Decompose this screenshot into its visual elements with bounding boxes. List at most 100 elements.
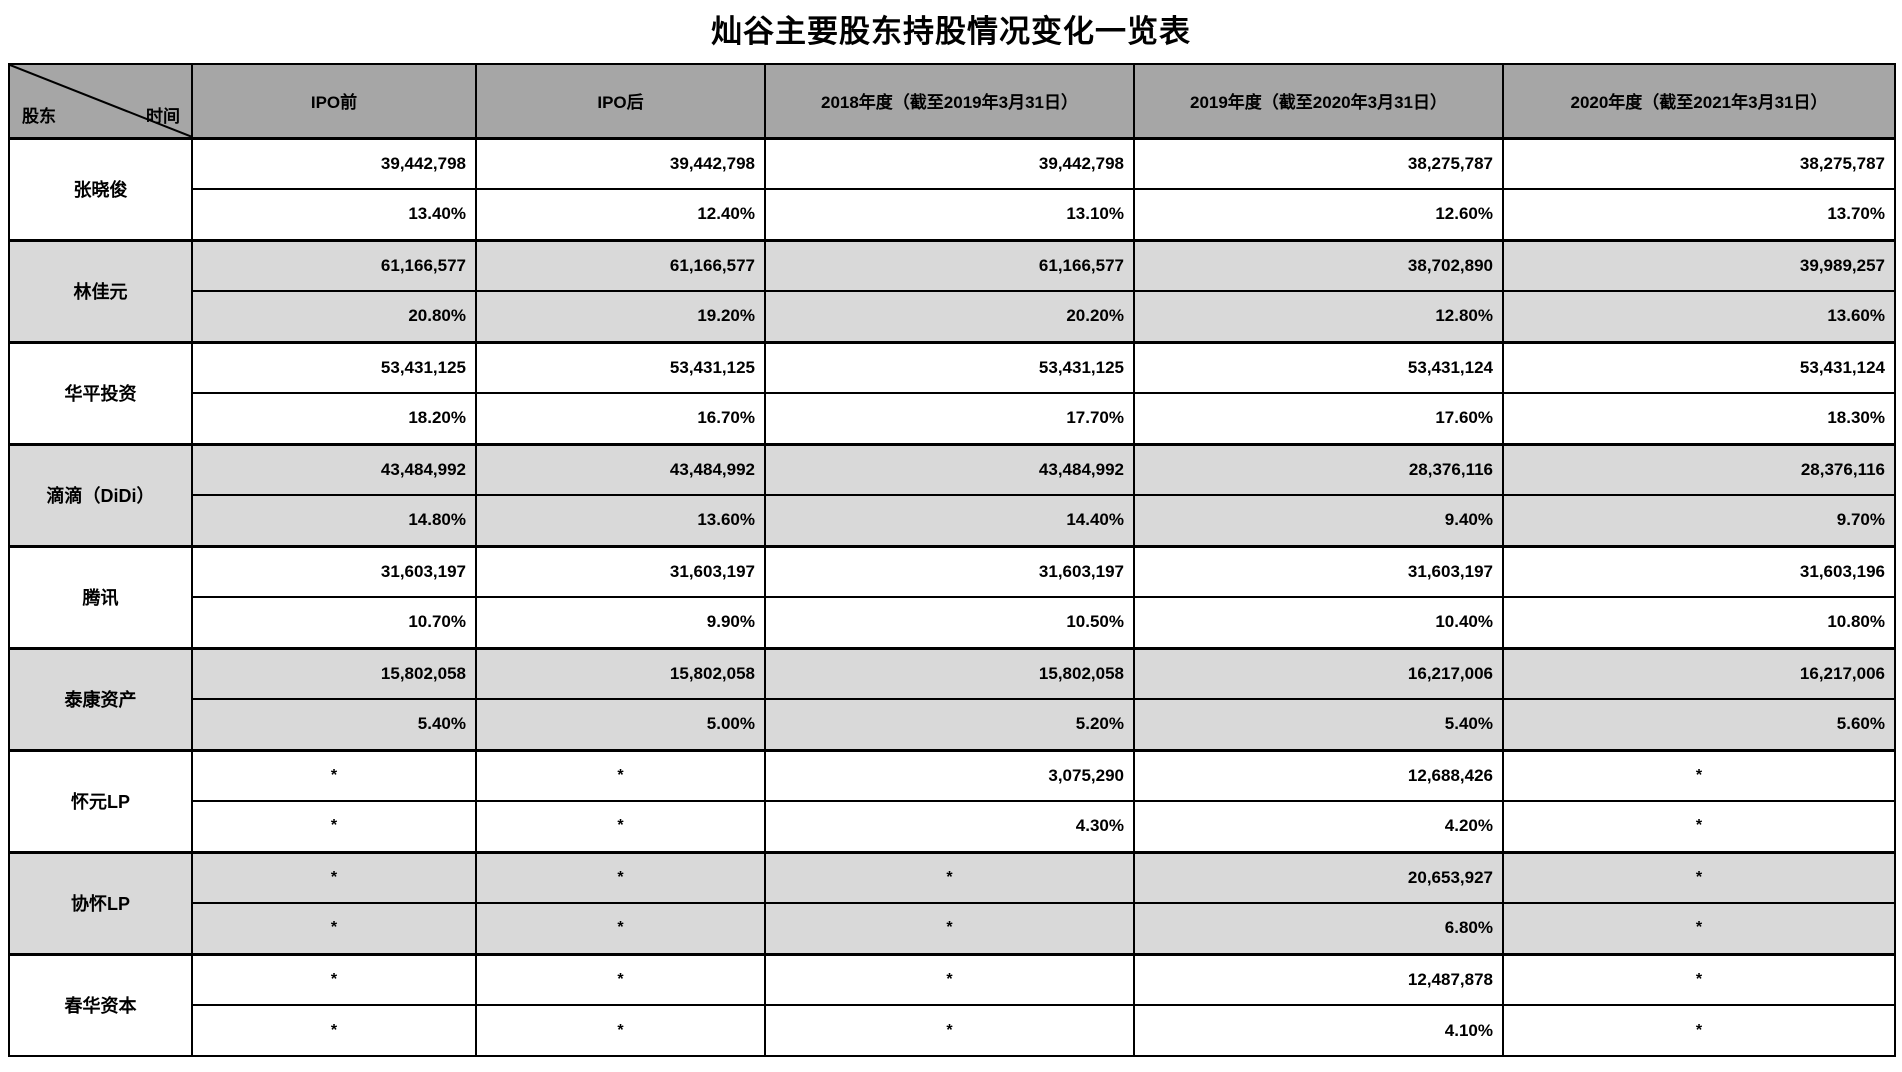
shareholder-name: 怀元LP (8, 748, 193, 853)
share-percent-cell: 5.60% (1502, 698, 1896, 751)
page-title: 灿谷主要股东持股情况变化一览表 (711, 14, 1191, 49)
share-count-cell: 61,166,577 (191, 238, 477, 292)
shareholder-name: 春华资本 (8, 952, 193, 1057)
share-percent-cell: 9.70% (1502, 494, 1896, 547)
shareholder-name: 协怀LP (8, 850, 193, 955)
share-percent-cell: 10.50% (764, 596, 1135, 649)
share-percent-cell: 4.10% (1133, 1004, 1504, 1057)
share-count-cell: 53,431,125 (475, 340, 766, 394)
share-percent-cell: * (764, 1004, 1135, 1057)
column-header-fy2019: 2019年度（截至2020年3月31日） (1133, 63, 1504, 139)
share-count-cell: 15,802,058 (475, 646, 766, 700)
table-row-shares: 协怀LP * * * 20,653,927 * (8, 850, 1896, 955)
share-percent-cell: * (475, 1004, 766, 1057)
share-count-cell: 53,431,124 (1502, 340, 1896, 394)
share-count-cell: 39,442,798 (764, 136, 1135, 190)
share-percent-cell: * (1502, 1004, 1896, 1057)
shareholder-name-label: 张晓俊 (73, 180, 128, 200)
share-count-cell: * (475, 952, 766, 1006)
column-header-fy2018: 2018年度（截至2019年3月31日） (764, 63, 1135, 139)
shareholding-table: 股东 时间 IPO前 IPO后 2018年度（截至2019年3月31日） 201… (8, 63, 1896, 1057)
share-count-cell: 38,702,890 (1133, 238, 1504, 292)
share-count-cell: 53,431,124 (1133, 340, 1504, 394)
table-row-percent: 18.20% 16.70% 17.70% 17.60% 18.30% (9, 392, 1896, 445)
share-percent-cell: 10.70% (191, 596, 477, 649)
share-percent-cell: 13.10% (764, 188, 1135, 241)
shareholder-name-label: 林佳元 (73, 282, 128, 302)
share-count-cell: 39,442,798 (191, 136, 477, 190)
share-percent-cell: * (475, 800, 766, 853)
corner-row-axis-label: 股东 (22, 106, 56, 126)
share-percent-cell: 5.40% (1133, 698, 1504, 751)
table-row-shares: 怀元LP * * 3,075,290 12,688,426 * (8, 748, 1896, 853)
share-percent-cell: 16.70% (475, 392, 766, 445)
table-row-shares: 张晓俊 39,442,798 39,442,798 39,442,798 38,275… (8, 136, 1896, 241)
share-percent-cell: 14.80% (191, 494, 477, 547)
shareholder-name-label: 协怀LP (70, 894, 130, 914)
share-percent-cell: 20.80% (191, 290, 477, 343)
share-count-cell: * (191, 748, 477, 802)
share-percent-cell: 4.20% (1133, 800, 1504, 853)
header-row: 股东 时间 IPO前 IPO后 2018年度（截至2019年3月31日） 201… (8, 63, 1896, 139)
share-percent-cell: 20.20% (764, 290, 1135, 343)
share-percent-cell: 19.20% (475, 290, 766, 343)
shareholder-name-label: 春华资本 (64, 996, 137, 1017)
share-count-cell: 20,653,927 (1133, 850, 1504, 904)
share-percent-cell: 13.70% (1502, 188, 1896, 241)
table-row-shares: 腾讯 31,603,197 31,603,197 31,603,197 31,603,… (8, 544, 1896, 649)
corner-col-axis-label: 时间 (146, 106, 180, 126)
share-count-cell: 15,802,058 (764, 646, 1135, 700)
share-count-cell: 16,217,006 (1502, 646, 1896, 700)
share-count-cell: 39,442,798 (475, 136, 766, 190)
share-count-cell: 38,275,787 (1502, 136, 1896, 190)
share-percent-cell: * (1502, 800, 1896, 853)
share-percent-cell: 17.70% (764, 392, 1135, 445)
share-count-cell: * (475, 850, 766, 904)
share-count-cell: 31,603,197 (764, 544, 1135, 598)
share-percent-cell: 13.60% (475, 494, 766, 547)
table-row-percent: * * * 6.80% * (9, 902, 1896, 955)
shareholder-name: 华平投资 (8, 340, 193, 445)
table-body: 张晓俊 39,442,798 39,442,798 39,442,798 38,275… (8, 136, 1896, 1057)
table-row-shares: 春华资本 * * * 12,487,878 * (8, 952, 1896, 1057)
share-count-cell: 53,431,125 (764, 340, 1135, 394)
share-count-cell: 38,275,787 (1133, 136, 1504, 190)
share-percent-cell: * (191, 902, 477, 955)
share-count-cell: * (191, 952, 477, 1006)
share-count-cell: 61,166,577 (475, 238, 766, 292)
share-percent-cell: 10.40% (1133, 596, 1504, 649)
share-percent-cell: 18.20% (191, 392, 477, 445)
share-percent-cell: * (191, 800, 477, 853)
shareholder-name-label: 腾讯 (82, 588, 119, 608)
shareholder-name-label: 泰康资产 (64, 690, 137, 710)
column-header-ipo-pre: IPO前 (191, 63, 477, 139)
share-percent-cell: 12.40% (475, 188, 766, 241)
table-row-shares: 林佳元 61,166,577 61,166,577 61,166,577 38,702… (8, 238, 1896, 343)
share-count-cell: 31,603,197 (191, 544, 477, 598)
share-count-cell: 43,484,992 (475, 442, 766, 496)
share-count-cell: 61,166,577 (764, 238, 1135, 292)
share-count-cell: 12,688,426 (1133, 748, 1504, 802)
share-count-cell: 28,376,116 (1502, 442, 1896, 496)
share-count-cell: 31,603,196 (1502, 544, 1896, 598)
share-percent-cell: * (475, 902, 766, 955)
share-count-cell: * (475, 748, 766, 802)
table-row-percent: 5.40% 5.00% 5.20% 5.40% 5.60% (9, 698, 1896, 751)
share-percent-cell: 9.90% (475, 596, 766, 649)
share-count-cell: * (1502, 748, 1896, 802)
share-percent-cell: 10.80% (1502, 596, 1896, 649)
shareholder-name-label: 怀元LP (70, 792, 130, 812)
share-count-cell: 53,431,125 (191, 340, 477, 394)
table-row-shares: 华平投资 53,431,125 53,431,125 53,431,125 53,43… (8, 340, 1896, 445)
table-row-percent: 10.70% 9.90% 10.50% 10.40% 10.80% (9, 596, 1896, 649)
share-percent-cell: 14.40% (764, 494, 1135, 547)
share-percent-cell: 9.40% (1133, 494, 1504, 547)
column-header-fy2020: 2020年度（截至2021年3月31日） (1502, 63, 1896, 139)
shareholder-name: 泰康资产 (8, 646, 193, 751)
shareholder-name-label: 滴滴（DiDi） (46, 486, 155, 506)
share-count-cell: 3,075,290 (764, 748, 1135, 802)
table-row-percent: 20.80% 19.20% 20.20% 12.80% 13.60% (9, 290, 1896, 343)
share-count-cell: 31,603,197 (1133, 544, 1504, 598)
shareholder-name: 滴滴（DiDi） (8, 442, 193, 547)
